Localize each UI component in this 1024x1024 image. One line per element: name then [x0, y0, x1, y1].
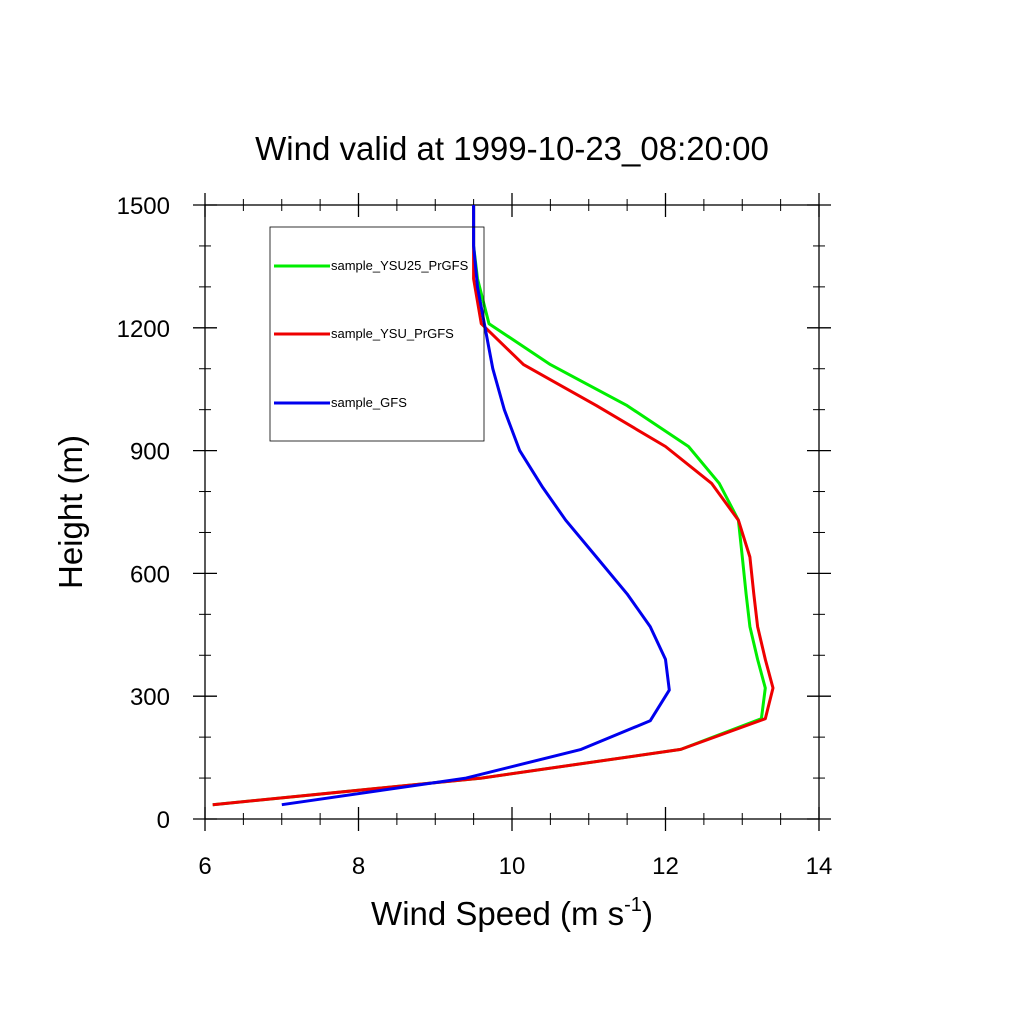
y-tick-label: 600	[130, 561, 170, 588]
x-tick-label: 10	[499, 853, 526, 880]
x-axis-title-superscript: -1	[624, 894, 642, 916]
x-axis-title-main: Wind Speed (m s	[371, 895, 624, 932]
x-tick-label: 14	[806, 853, 833, 880]
legend-label-ysu: sample_YSU_PrGFS	[331, 326, 454, 341]
y-tick-label: 1200	[117, 316, 170, 343]
legend-box	[269, 226, 485, 442]
y-tick-label: 900	[130, 439, 170, 466]
y-axis-title: Height (m)	[52, 435, 89, 589]
x-axis-title: Wind Speed (m s-1)	[371, 894, 653, 932]
legend-label-gfs: sample_GFS	[331, 395, 407, 410]
x-axis-title-close: )	[642, 895, 653, 932]
x-tick-label: 8	[352, 853, 365, 880]
series-line-ysu-prgfs	[212, 205, 775, 807]
y-tick-label: 1500	[117, 193, 170, 220]
legend-label-ysu25: sample_YSU25_PrGFS	[331, 258, 469, 273]
legend: sample_YSU25_PrGFS sample_YSU_PrGFS samp…	[269, 226, 485, 442]
y-tick-label: 0	[157, 807, 170, 834]
major-ticks	[193, 193, 831, 831]
minor-ticks	[199, 199, 825, 825]
x-tick-label: 12	[652, 853, 679, 880]
x-tick-label: 6	[198, 853, 211, 880]
y-tick-labels: 0 300 600 900 1200 1500	[117, 193, 170, 834]
x-tick-labels: 6 8 10 12 14	[198, 853, 832, 880]
chart-title: Wind valid at 1999-10-23_08:20:00	[255, 130, 769, 167]
y-tick-label: 300	[130, 684, 170, 711]
